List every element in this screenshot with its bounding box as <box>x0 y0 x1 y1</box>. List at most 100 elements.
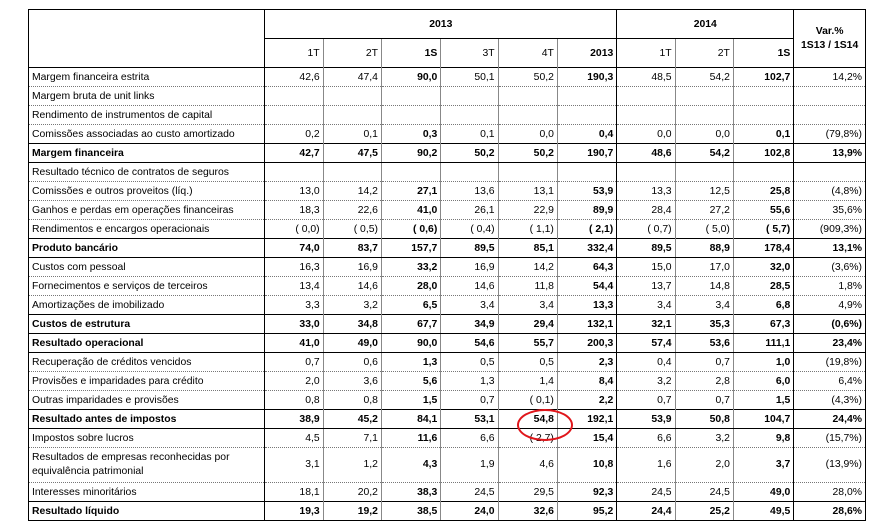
value-cell: 19,2 <box>322 501 382 521</box>
col-header: 1T <box>616 38 676 68</box>
value-cell: 38,5 <box>380 501 441 521</box>
value-cell: 15,4 <box>556 428 617 448</box>
year-header-2014: 2014 <box>616 9 794 39</box>
value-cell <box>380 86 441 106</box>
value-cell: 32,6 <box>497 501 558 521</box>
value-cell: 0,5 <box>440 352 499 372</box>
col-header: 1T <box>264 38 324 68</box>
value-cell: 13,0 <box>264 181 324 201</box>
value-cell: 55,7 <box>497 333 558 353</box>
value-cell: 3,6 <box>322 371 382 391</box>
table-row: Impostos sobre lucros 4,5 7,1 11,6 6,6( 2,7)… <box>28 428 866 448</box>
value-cell: 53,9 <box>556 181 617 201</box>
value-cell: 90,0 <box>380 67 441 87</box>
table-row: Recuperação de créditos vencidos 0,7 0,6 1,… <box>28 352 866 372</box>
value-cell: ( 0,6) <box>380 219 441 239</box>
value-cell: 13,6 <box>440 181 499 201</box>
table-row: Margem financeira estrita 42,6 47,4 90,0 50,… <box>28 67 866 87</box>
value-cell: 12,5 <box>674 181 734 201</box>
table-row: Resultado líquido 19,3 19,2 38,5 24,0 32,6 95,… <box>28 501 866 521</box>
value-cell: ( 0,4) <box>440 219 499 239</box>
variation-cell: 23,4% <box>793 333 866 353</box>
value-cell: 3,1 <box>264 447 324 483</box>
value-cell <box>556 86 617 106</box>
value-cell: 157,7 <box>380 238 441 258</box>
table-row: Resultado técnico de contratos de seguro… <box>28 162 866 182</box>
value-cell <box>440 86 499 106</box>
value-cell: 14,2 <box>322 181 382 201</box>
value-cell: 47,5 <box>322 143 382 163</box>
variation-cell: (19,8%) <box>793 352 866 372</box>
value-cell: 7,1 <box>322 428 382 448</box>
table-row: Interesses minoritários 18,1 20,2 38,3 24,5 2… <box>28 482 866 502</box>
table-row: Margem financeira 42,7 47,5 90,2 50,2 50,2 190… <box>28 143 866 163</box>
value-cell: 83,7 <box>322 238 382 258</box>
value-cell: 19,3 <box>264 501 324 521</box>
value-cell: 92,3 <box>556 482 617 502</box>
value-cell: 2,2 <box>556 390 617 410</box>
header-row-years: 2013 2014 Var.% 1S13 / 1S14 <box>29 9 866 68</box>
value-cell: 102,8 <box>732 143 794 163</box>
value-cell <box>616 162 676 182</box>
value-cell: 32,1 <box>616 314 676 334</box>
value-cell: 0,3 <box>380 124 441 144</box>
value-cell: 88,9 <box>674 238 734 258</box>
value-cell: 3,3 <box>264 295 324 315</box>
value-cell: 190,3 <box>556 67 617 87</box>
value-cell: 9,8 <box>732 428 794 448</box>
value-cell: 6,6 <box>440 428 499 448</box>
value-cell: 54,4 <box>556 276 617 296</box>
variation-cell: (3,6%) <box>793 257 866 277</box>
variation-cell: (15,7%) <box>793 428 866 448</box>
row-label: Comissões associadas ao custo amortizado <box>28 124 265 144</box>
table-row: Custos com pessoal 16,3 16,9 33,2 16,9 14,2 64… <box>28 257 866 277</box>
row-label: Recuperação de créditos vencidos <box>28 352 265 372</box>
value-cell <box>380 105 441 125</box>
value-cell: 48,6 <box>616 143 676 163</box>
value-cell: 0,7 <box>264 352 324 372</box>
value-cell <box>732 105 794 125</box>
value-cell: 13,3 <box>556 295 617 315</box>
value-cell: 0,0 <box>497 124 558 144</box>
value-cell: 13,3 <box>616 181 676 201</box>
value-cell: 1,2 <box>322 447 382 483</box>
value-cell: 190,7 <box>556 143 617 163</box>
value-cell: 6,5 <box>380 295 441 315</box>
value-cell: 11,6 <box>380 428 441 448</box>
value-cell <box>497 105 558 125</box>
value-cell <box>732 162 794 182</box>
value-cell: 18,3 <box>264 200 324 220</box>
value-cell: 41,0 <box>380 200 441 220</box>
table-row: Margem bruta de unit links <box>28 86 866 106</box>
value-cell: 13,4 <box>264 276 324 296</box>
value-cell: 3,2 <box>322 295 382 315</box>
value-cell: 6,0 <box>732 371 794 391</box>
value-cell: ( 1,1) <box>497 219 558 239</box>
value-cell: 29,4 <box>497 314 558 334</box>
value-cell: 11,8 <box>497 276 558 296</box>
value-cell: 2,0 <box>674 447 734 483</box>
variation-cell: (4,8%) <box>793 181 866 201</box>
variation-cell <box>793 162 866 182</box>
value-cell: 41,0 <box>264 333 324 353</box>
value-cell: 104,7 <box>732 409 794 429</box>
value-cell: 50,2 <box>497 67 558 87</box>
value-cell: 50,1 <box>440 67 499 87</box>
value-cell <box>616 86 676 106</box>
value-cell: 34,9 <box>440 314 499 334</box>
value-cell: 53,6 <box>674 333 734 353</box>
value-cell: 14,8 <box>674 276 734 296</box>
variation-subtitle: 1S13 / 1S14 <box>801 39 859 51</box>
value-cell: 42,6 <box>264 67 324 87</box>
row-label: Custos de estrutura <box>28 314 265 334</box>
header-row-periods: 1T 2T 1S 3T 4T 2013 1T 2T 1S <box>29 38 866 68</box>
value-cell <box>440 105 499 125</box>
variation-cell: (13,9%) <box>793 447 866 483</box>
value-cell <box>380 162 441 182</box>
value-cell: 55,6 <box>732 200 794 220</box>
value-cell: 38,3 <box>380 482 441 502</box>
row-label: Produto bancário <box>28 238 265 258</box>
value-cell: 32,0 <box>732 257 794 277</box>
value-cell: 24,4 <box>616 501 676 521</box>
value-cell <box>440 162 499 182</box>
